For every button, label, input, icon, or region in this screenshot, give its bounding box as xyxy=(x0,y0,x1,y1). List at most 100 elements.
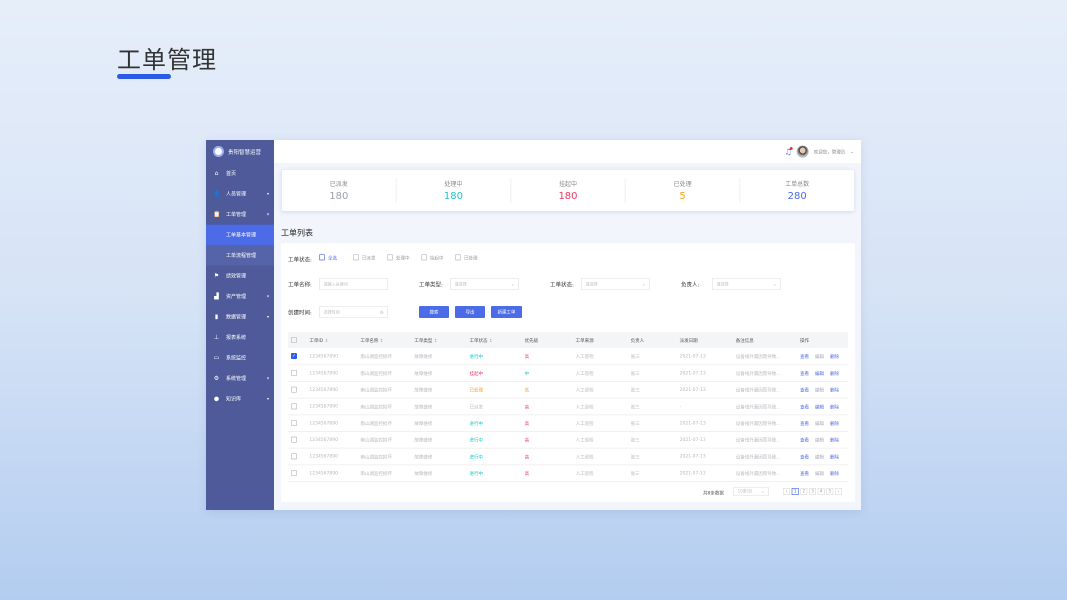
row-select-cell[interactable] xyxy=(287,447,307,466)
stat-item: 工单总数 280 xyxy=(740,178,854,203)
row-checkbox[interactable] xyxy=(290,386,297,393)
sort-icon[interactable]: ↕ xyxy=(378,337,384,344)
sidebar-icon: ▟ xyxy=(214,292,219,300)
chevron-down-icon[interactable]: ⌄ xyxy=(850,148,854,155)
row-select-cell[interactable] xyxy=(287,364,307,382)
page-button[interactable]: 3 xyxy=(808,487,816,495)
select-all-cell[interactable] xyxy=(287,331,307,348)
action-edit[interactable]: 编辑 xyxy=(814,454,824,460)
select-all-checkbox[interactable] xyxy=(290,336,297,343)
time-picker[interactable]: 选择时间 ◷ xyxy=(318,305,388,318)
avatar[interactable] xyxy=(796,145,809,158)
row-select-cell[interactable] xyxy=(287,381,307,399)
user-greeting[interactable]: 欢迎您，管理员 xyxy=(813,149,846,155)
type-select[interactable]: 请选择 ⌄ xyxy=(449,277,519,290)
row-select-cell[interactable] xyxy=(287,397,307,416)
page-button[interactable]: 2 xyxy=(800,487,808,495)
action-view[interactable]: 查看 xyxy=(799,387,809,393)
action-view[interactable]: 查看 xyxy=(799,370,809,377)
next-page-button[interactable]: › xyxy=(834,487,842,495)
action-edit[interactable]: 编辑 xyxy=(814,387,824,393)
row-checkbox[interactable] xyxy=(290,436,297,443)
status-option[interactable]: 已派发 xyxy=(352,254,375,261)
action-view[interactable]: 查看 xyxy=(799,404,809,410)
checkbox[interactable] xyxy=(352,254,359,261)
page-button[interactable]: 4 xyxy=(817,487,825,495)
export-button[interactable]: 导出 xyxy=(454,305,485,318)
sidebar-item[interactable]: 📋 工单管理 ▾ xyxy=(206,204,274,224)
sidebar-item[interactable]: ▮ 数据管理 ▾ xyxy=(206,306,274,326)
action-delete[interactable]: 删除 xyxy=(829,437,839,443)
action-delete[interactable]: 删除 xyxy=(829,387,839,393)
sort-icon[interactable]: ↕ xyxy=(432,337,438,344)
action-edit[interactable]: 编辑 xyxy=(814,420,824,427)
cell-priority: 高 xyxy=(521,431,573,449)
row-checkbox[interactable] xyxy=(290,369,297,376)
action-view[interactable]: 查看 xyxy=(799,454,809,460)
checkbox[interactable] xyxy=(420,254,427,261)
sidebar-item[interactable]: 工单基本管理 xyxy=(206,224,274,245)
action-delete[interactable]: 删除 xyxy=(829,370,839,377)
action-delete[interactable]: 删除 xyxy=(829,354,839,360)
action-view[interactable]: 查看 xyxy=(799,470,809,477)
action-edit[interactable]: 编辑 xyxy=(814,437,824,443)
column-header[interactable]: 工单ID ↕ xyxy=(306,331,358,348)
row-checkbox[interactable] xyxy=(290,469,297,476)
page-button[interactable]: 5 xyxy=(826,487,834,495)
status-option[interactable]: 挂起中 xyxy=(420,254,443,261)
row-checkbox[interactable]: ✓ xyxy=(290,353,297,360)
action-delete[interactable]: 删除 xyxy=(829,470,839,477)
owner-select[interactable]: 请选择 ⌄ xyxy=(711,277,781,290)
create-order-button[interactable]: 新建工单 xyxy=(490,305,522,318)
row-select-cell[interactable] xyxy=(287,464,307,482)
row-select-cell[interactable]: ✓ xyxy=(287,347,307,366)
sidebar-item[interactable]: ⌂ 首页 xyxy=(206,163,274,183)
sidebar-item[interactable]: ● 知识库 ▾ xyxy=(206,388,274,408)
page-button[interactable]: 1 xyxy=(791,487,799,495)
name-input[interactable]: 请输入关键词 xyxy=(318,277,388,290)
sort-icon[interactable]: ↕ xyxy=(323,337,329,344)
cell-note: 设备线外漏因而导致... xyxy=(732,381,797,399)
page-size-select[interactable]: 10条/页 ⌄ xyxy=(732,486,769,496)
table-row: 1234567890 南山湖监控损坏 故障维修 挂起中中人工巡检 张三 2021-07-1… xyxy=(287,364,848,382)
actions-cell: 查看 编辑 删除 xyxy=(796,381,848,399)
sidebar-item[interactable]: ▭ 系统监控 xyxy=(206,347,274,367)
action-edit[interactable]: 编辑 xyxy=(814,354,824,360)
checkbox[interactable] xyxy=(386,254,393,261)
sidebar-item[interactable]: ⚙ 系统管理 ▾ xyxy=(206,368,274,388)
action-view[interactable]: 查看 xyxy=(799,420,809,427)
checkbox[interactable] xyxy=(318,254,325,261)
status-option[interactable]: 全选 xyxy=(318,254,337,261)
sidebar-item[interactable]: 👤 人员管理 ▾ xyxy=(206,183,274,203)
action-edit[interactable]: 编辑 xyxy=(814,404,824,410)
action-view[interactable]: 查看 xyxy=(799,437,809,443)
chevron-down-icon: ⌄ xyxy=(760,488,765,494)
row-select-cell[interactable] xyxy=(287,414,307,432)
sidebar-item[interactable]: 工单流程管理 xyxy=(206,244,274,266)
column-header[interactable]: 工单类型 ↕ xyxy=(411,331,467,348)
row-select-cell[interactable] xyxy=(287,431,307,449)
action-edit[interactable]: 编辑 xyxy=(814,370,824,377)
action-delete[interactable]: 删除 xyxy=(829,420,839,427)
row-checkbox[interactable] xyxy=(290,453,297,460)
sidebar-item[interactable]: ⊥ 报表系统 xyxy=(206,327,274,347)
action-view[interactable]: 查看 xyxy=(799,354,809,360)
prev-page-button[interactable]: ‹ xyxy=(782,487,790,495)
state-select[interactable]: 请选择 ⌄ xyxy=(580,277,650,290)
sidebar-item[interactable]: ⚑ 绩效管理 xyxy=(206,265,274,285)
status-option[interactable]: 已处理 xyxy=(454,254,477,261)
sidebar-item[interactable]: ▟ 资产管理 ▾ xyxy=(206,286,274,306)
sort-icon[interactable]: ↕ xyxy=(487,337,493,344)
checkbox[interactable] xyxy=(454,254,461,261)
bell-icon[interactable]: ♫ xyxy=(784,146,793,157)
status-option[interactable]: 处理中 xyxy=(386,254,409,261)
row-checkbox[interactable] xyxy=(290,403,297,410)
sidebar-icon: ⌂ xyxy=(214,169,219,177)
row-checkbox[interactable] xyxy=(290,419,297,426)
action-edit[interactable]: 编辑 xyxy=(814,470,824,477)
column-header[interactable]: 工单状态 ↕ xyxy=(466,331,522,348)
search-button[interactable]: 搜索 xyxy=(418,305,449,318)
action-delete[interactable]: 删除 xyxy=(829,454,839,460)
column-header[interactable]: 工单名称 ↕ xyxy=(357,331,412,348)
action-delete[interactable]: 删除 xyxy=(829,404,839,410)
